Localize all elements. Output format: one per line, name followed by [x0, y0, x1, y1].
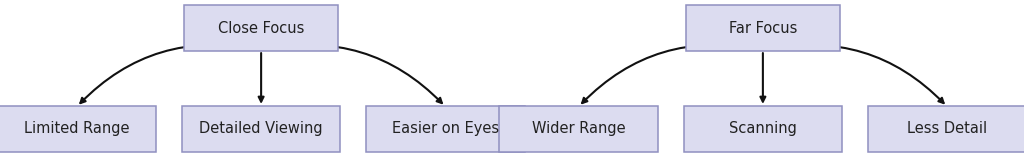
Text: Limited Range: Limited Range — [24, 121, 130, 136]
FancyArrowPatch shape — [761, 53, 765, 102]
FancyBboxPatch shape — [868, 106, 1024, 152]
FancyArrowPatch shape — [80, 45, 258, 103]
FancyBboxPatch shape — [184, 5, 338, 51]
FancyBboxPatch shape — [686, 5, 840, 51]
Text: Easier on Eyes: Easier on Eyes — [392, 121, 499, 136]
FancyBboxPatch shape — [499, 106, 657, 152]
Text: Detailed Viewing: Detailed Viewing — [200, 121, 323, 136]
FancyArrowPatch shape — [582, 45, 760, 103]
Text: Scanning: Scanning — [729, 121, 797, 136]
Text: Less Detail: Less Detail — [907, 121, 987, 136]
FancyArrowPatch shape — [259, 53, 263, 102]
FancyBboxPatch shape — [367, 106, 524, 152]
FancyBboxPatch shape — [182, 106, 340, 152]
FancyArrowPatch shape — [264, 45, 442, 103]
Text: Wider Range: Wider Range — [531, 121, 626, 136]
FancyArrowPatch shape — [766, 45, 944, 103]
FancyBboxPatch shape — [0, 106, 156, 152]
Text: Far Focus: Far Focus — [729, 21, 797, 36]
FancyBboxPatch shape — [684, 106, 842, 152]
Text: Close Focus: Close Focus — [218, 21, 304, 36]
